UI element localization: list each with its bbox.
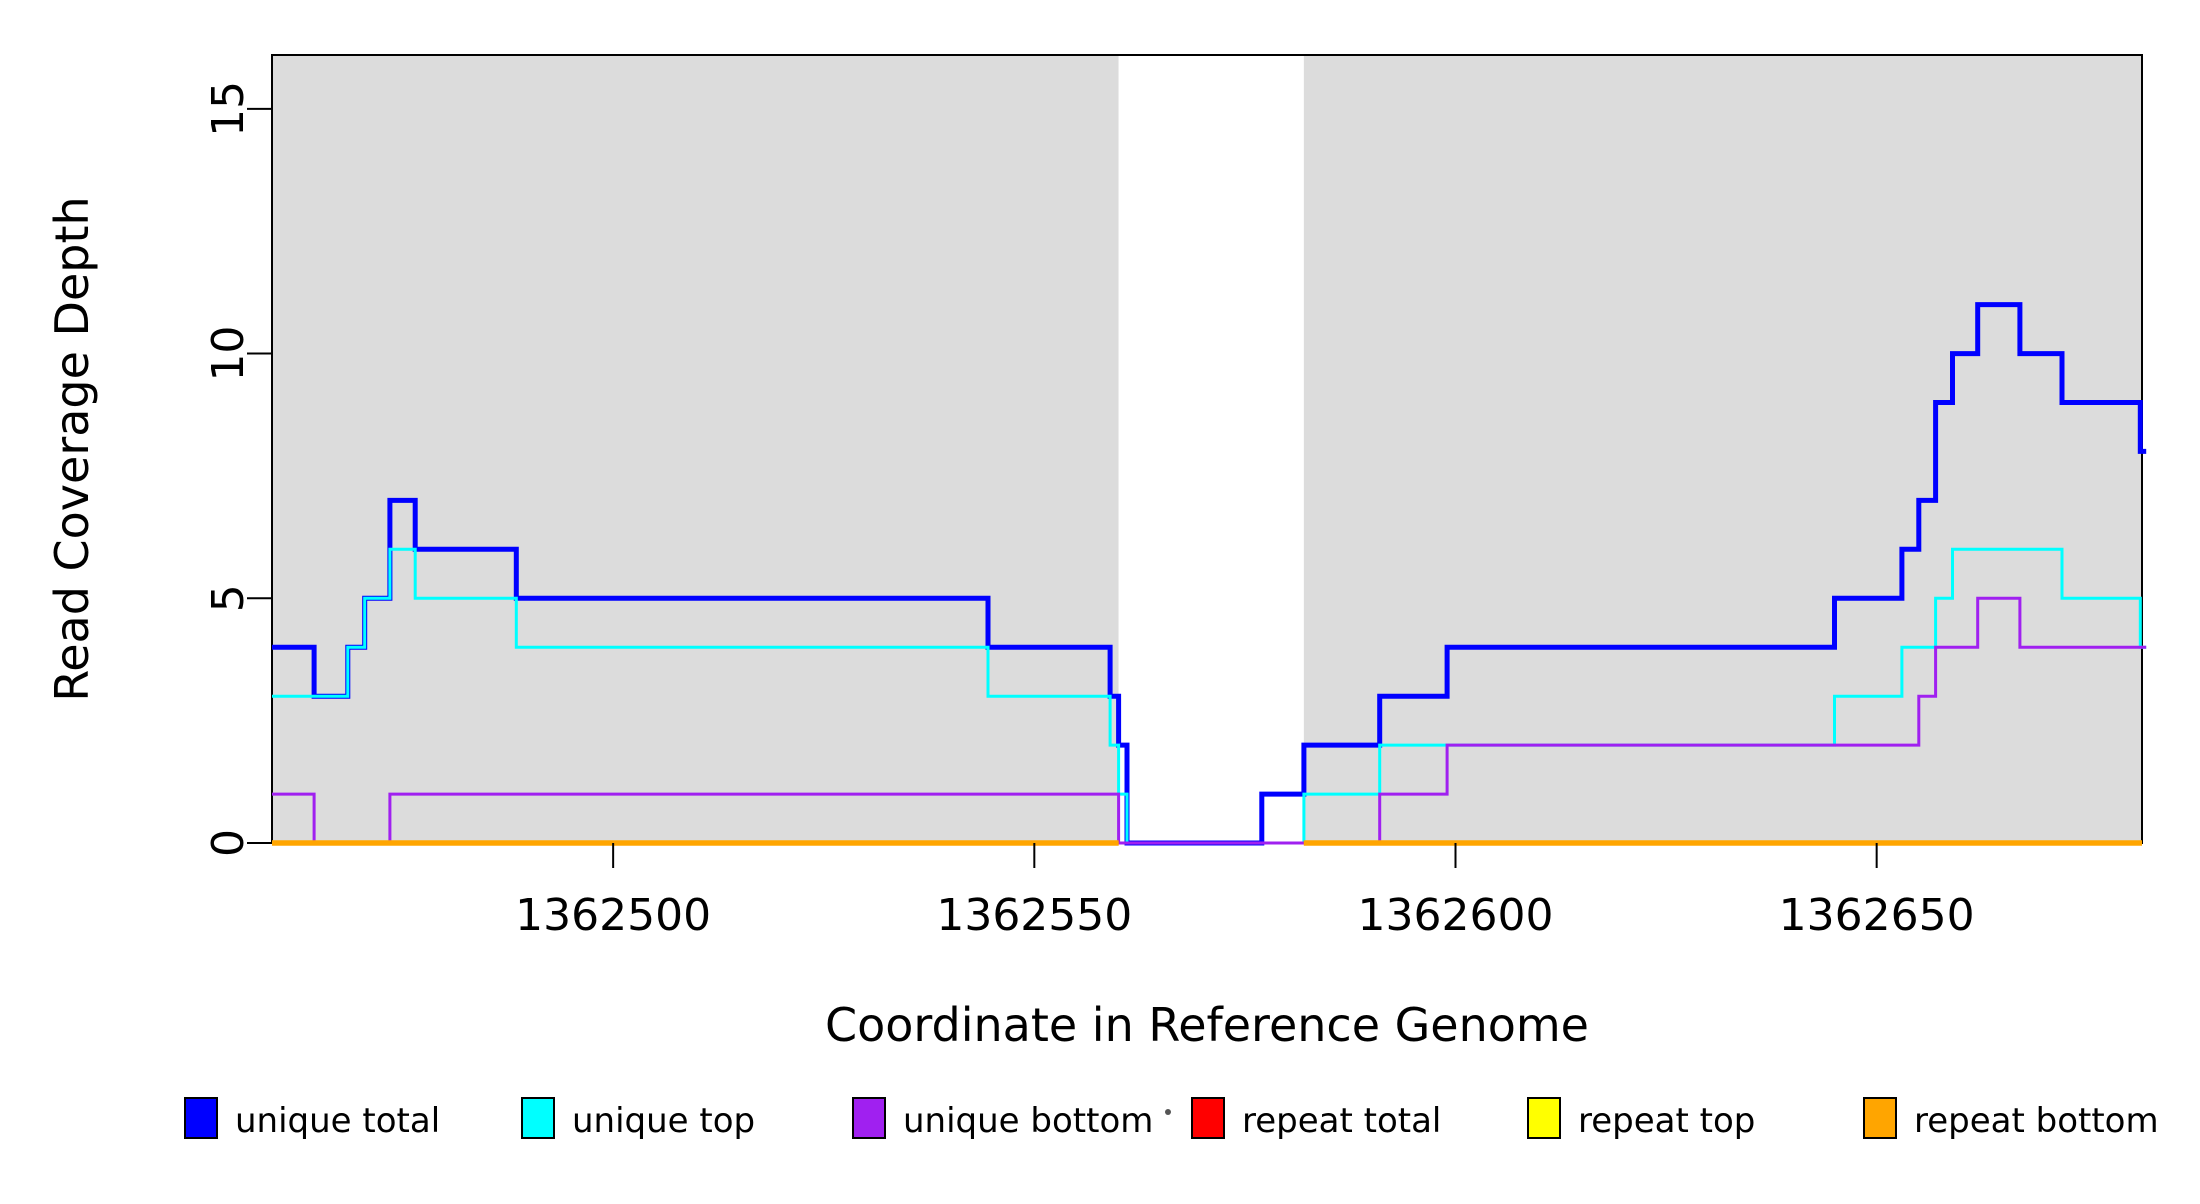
legend-item-repeat-top: repeat top: [1527, 1097, 1755, 1141]
series-line-unique-total: [272, 302, 2147, 846]
legend-item-unique-bottom: unique bottom: [852, 1097, 1153, 1141]
shaded-regions: [272, 55, 2142, 843]
legend-item-unique-top: unique top: [521, 1097, 755, 1141]
legend-swatch: [521, 1097, 555, 1139]
shaded-region: [272, 55, 1119, 843]
x-tick-label: 1362650: [1779, 890, 1975, 941]
legend-swatch: [1527, 1097, 1561, 1139]
x-tick-label: 1362600: [1358, 890, 1554, 941]
legend: unique total unique top unique bottom repea…: [184, 1097, 2159, 1141]
legend-label: unique top: [572, 1101, 755, 1141]
series-line-unique-bottom: [272, 596, 2147, 845]
stray-dot: [1165, 1109, 1171, 1115]
legend-item-repeat-bottom: repeat bottom: [1863, 1097, 2159, 1141]
x-axis: 1362500 1362550 1362600 1362650: [515, 843, 1975, 941]
legend-label: repeat top: [1578, 1101, 1755, 1141]
legend-swatch: [1191, 1097, 1225, 1139]
y-tick-label: 0: [203, 829, 254, 857]
y-tick-label: 5: [203, 584, 254, 612]
legend-swatch: [184, 1097, 218, 1139]
legend-swatch: [852, 1097, 886, 1139]
y-axis: 0 5 10 15: [203, 81, 272, 857]
y-tick-label: 15: [203, 81, 254, 137]
legend-label: repeat bottom: [1914, 1101, 2159, 1141]
legend-label: unique bottom: [903, 1101, 1153, 1141]
legend-label: unique total: [235, 1101, 440, 1141]
series-line-unique-top: [272, 547, 2147, 845]
shaded-region: [1303, 55, 2142, 843]
legend-item-unique-total: unique total: [184, 1097, 440, 1141]
y-axis-title: Read Coverage Depth: [45, 196, 99, 701]
legend-label: repeat total: [1242, 1101, 1441, 1141]
y-tick-label: 10: [203, 326, 254, 382]
x-axis-title: Coordinate in Reference Genome: [825, 998, 1589, 1052]
legend-item-repeat-total: repeat total: [1191, 1097, 1441, 1141]
x-tick-label: 1362500: [515, 890, 711, 941]
x-tick-label: 1362550: [936, 890, 1132, 941]
legend-swatch: [1863, 1097, 1897, 1139]
series-lines: [272, 302, 2147, 846]
